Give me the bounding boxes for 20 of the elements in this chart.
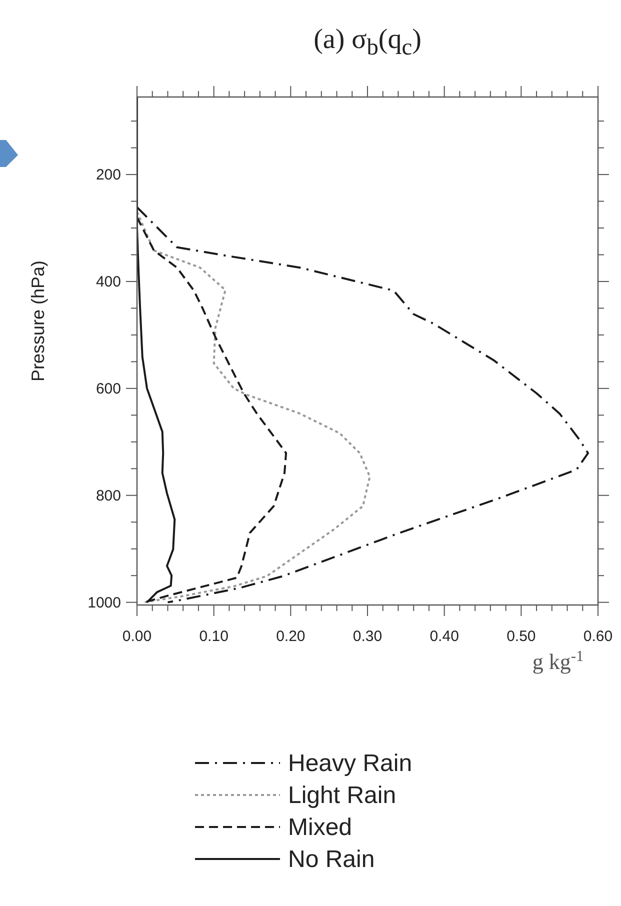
legend-label: No Rain <box>288 846 375 873</box>
chart-title: (a) σ$_{b}$(q$_{c}$) <box>312 23 422 63</box>
line-series <box>137 210 371 604</box>
y-tick-label: 1000 <box>88 594 121 612</box>
legend-label: Mixed <box>288 814 352 841</box>
x-tick-label: 0.60 <box>583 628 613 645</box>
x-tick-label: 0.50 <box>506 628 536 645</box>
y-tick-label: 400 <box>96 273 121 290</box>
x-tick-label: 0.20 <box>276 628 306 645</box>
x-tick-label: 0.00 <box>122 628 152 645</box>
legend-label: Heavy Rain <box>288 750 412 777</box>
x-tick-label: 0.30 <box>352 628 382 645</box>
y-tick-label: 800 <box>96 487 121 504</box>
x-tick-label: 0.10 <box>199 628 228 645</box>
x-tick-label: 0.40 <box>430 628 459 645</box>
y-tick-label: 200 <box>96 166 121 184</box>
x-axis-title: g kg$^{-1}$ <box>532 648 584 674</box>
y-tick-label: 600 <box>96 380 121 398</box>
legend-label: Light Rain <box>288 782 396 809</box>
y-axis-title: Pressure (hPa) <box>28 260 48 382</box>
